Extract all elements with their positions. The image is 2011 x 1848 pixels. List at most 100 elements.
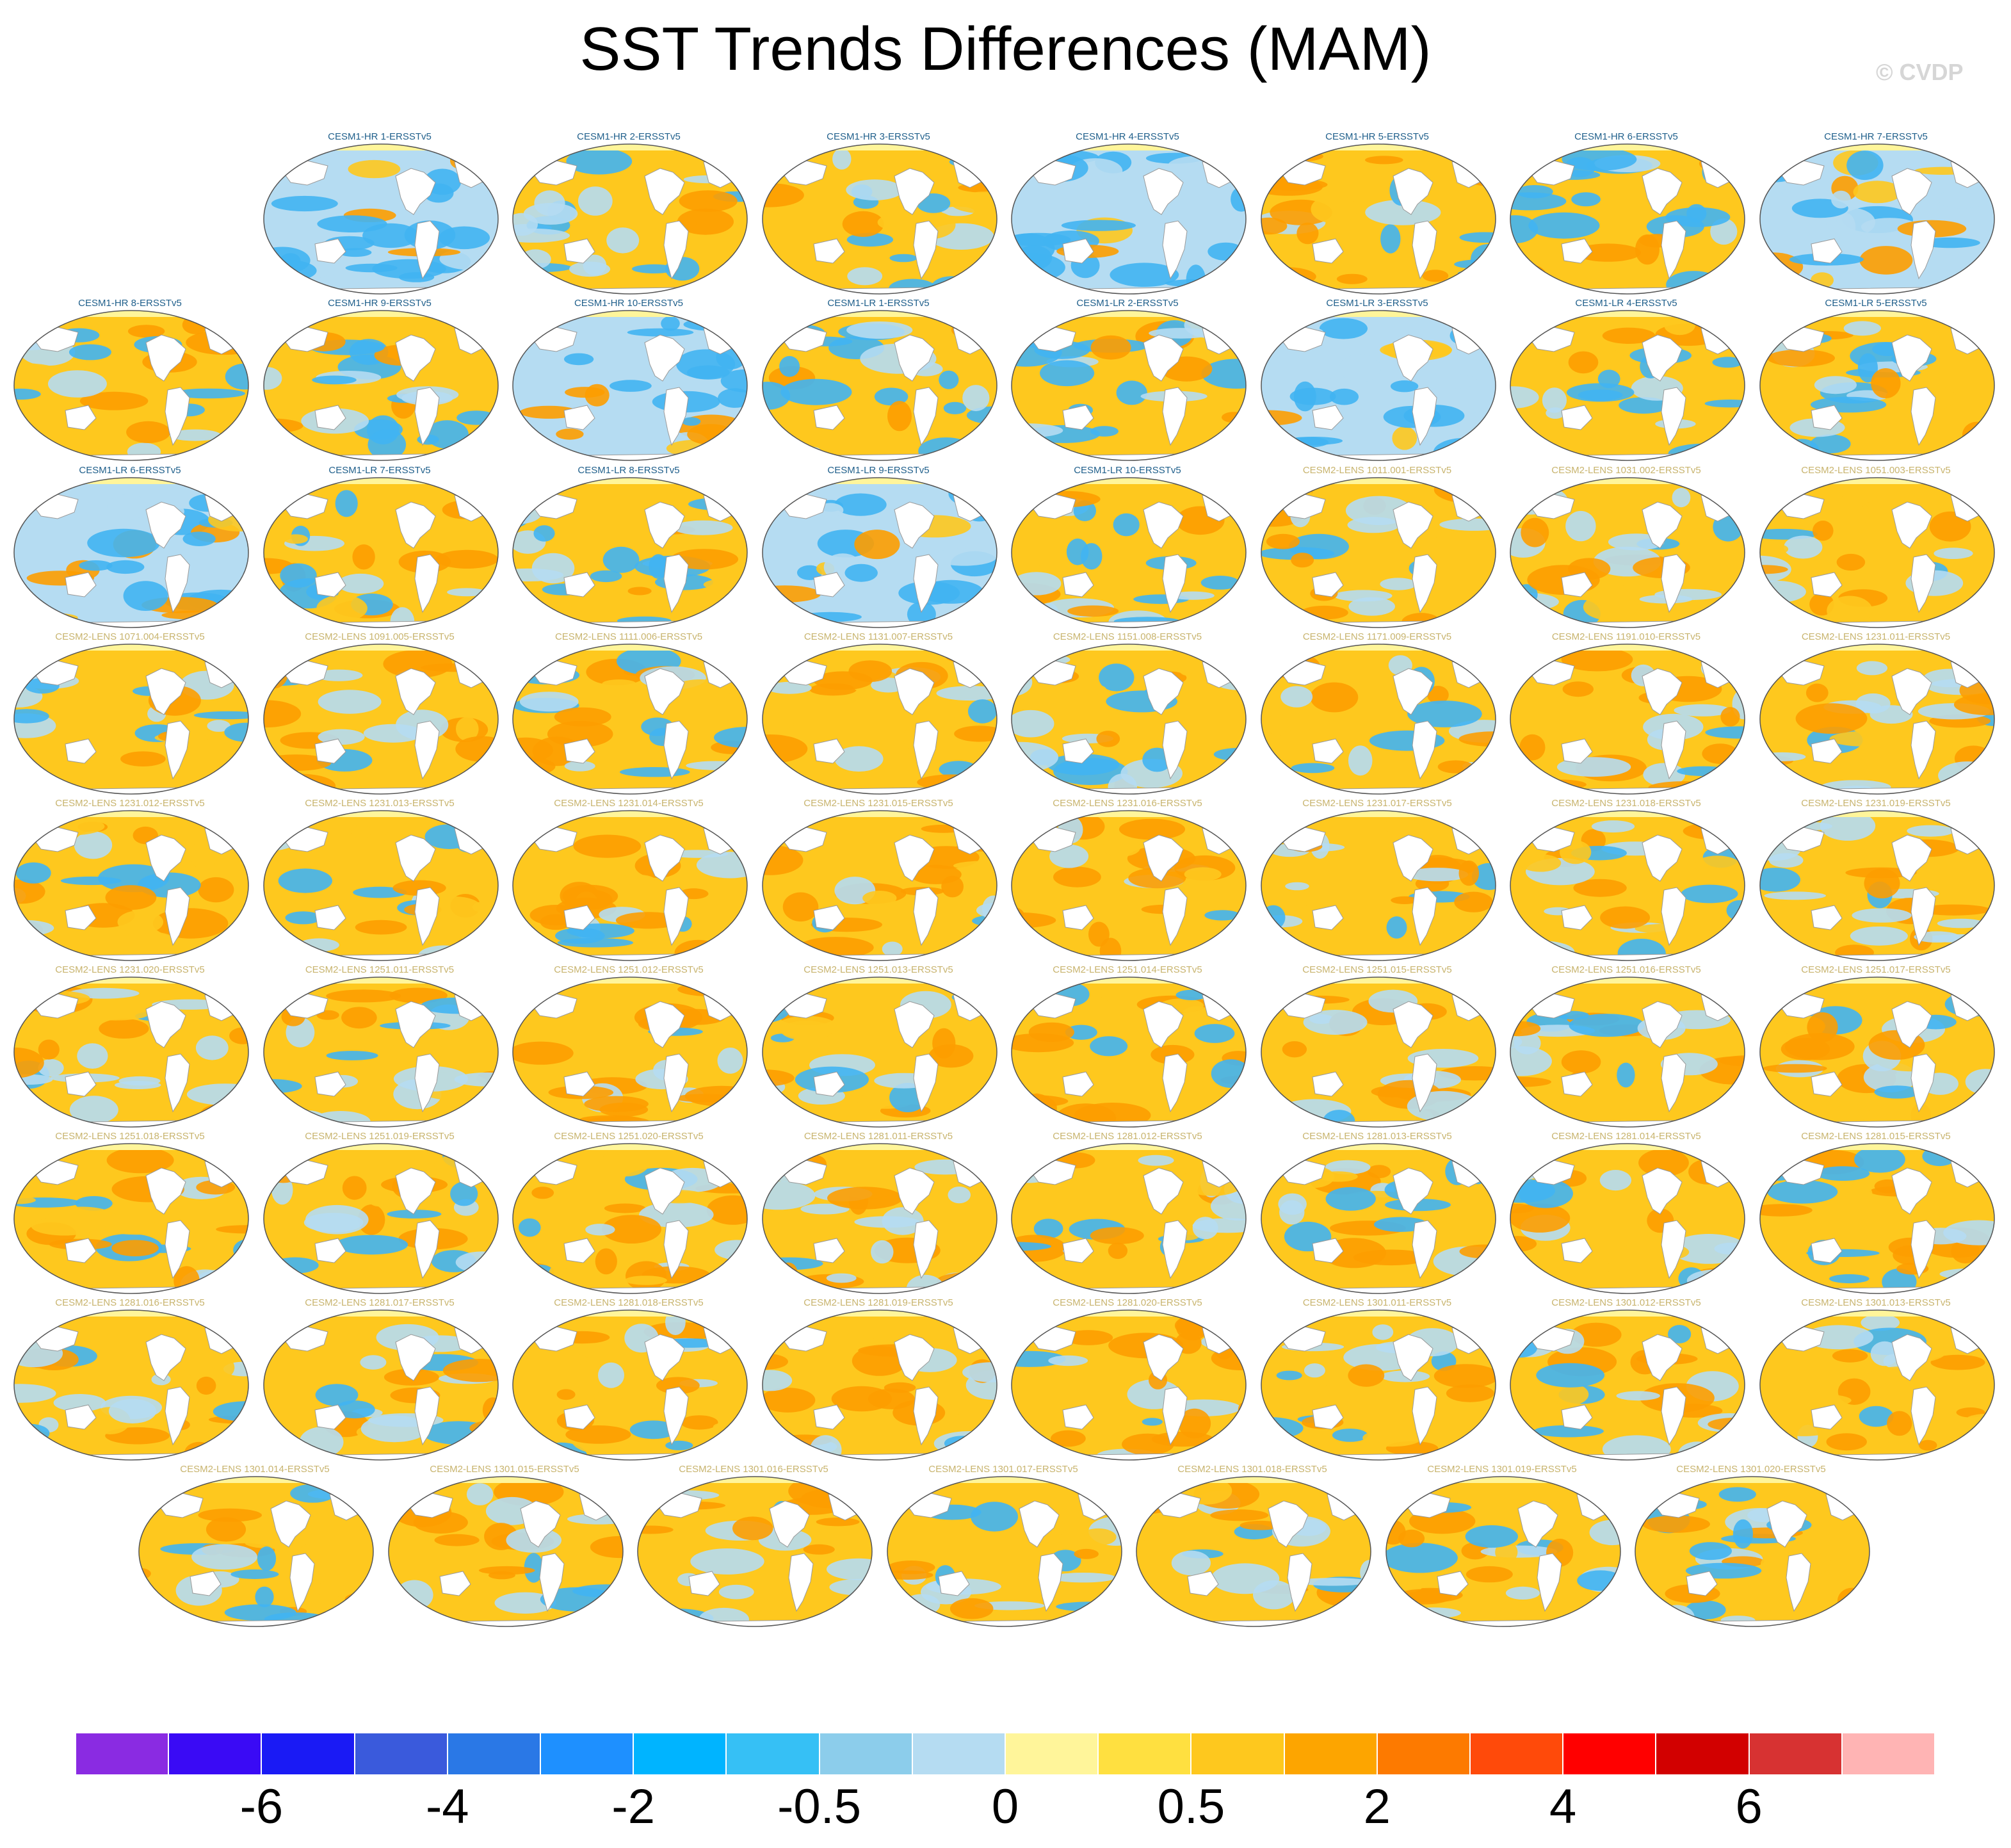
map-panel: CESM2-LENS 1281.017-ERSSTv5 <box>257 1297 502 1463</box>
landmass <box>1642 1334 1683 1381</box>
sst-anomaly-blob <box>1919 237 1980 248</box>
sst-anomaly-blob <box>714 1443 747 1452</box>
landmass <box>1143 1334 1184 1381</box>
map-panel: CESM1-LR 9-ERSSTv5 <box>756 465 1001 630</box>
map-border <box>1011 143 1247 295</box>
map-border <box>1011 1143 1247 1294</box>
sst-anomaly-blob <box>60 876 122 886</box>
sst-anomaly-blob <box>245 1537 306 1549</box>
sst-anomaly-blob <box>1763 1064 1827 1073</box>
panel-label: CESM2-LENS 1281.016-ERSSTv5 <box>55 1297 205 1308</box>
map-panel: CESM1-HR 9-ERSSTv5 <box>257 298 502 463</box>
landmass <box>1891 334 1932 382</box>
sst-anomaly-blob <box>456 772 483 794</box>
arctic-band <box>1298 311 1458 317</box>
arctic-band <box>1547 144 1708 150</box>
landmass <box>395 1167 436 1215</box>
map-panel: CESM1-LR 10-ERSSTv5 <box>1005 465 1250 630</box>
sst-anomaly-blob <box>1571 192 1601 207</box>
sst-anomaly-blob <box>800 1203 850 1215</box>
sst-map <box>263 1309 499 1461</box>
panel-label: CESM2-LENS 1231.016-ERSSTv5 <box>1053 798 1202 809</box>
landmass <box>1062 738 1094 764</box>
sst-anomaly-blob <box>610 380 652 392</box>
panel-label: CESM2-LENS 1301.011-ERSSTv5 <box>1302 1297 1452 1308</box>
sst-anomaly-blob <box>846 321 913 339</box>
sst-map <box>1759 644 1995 795</box>
colorbar-box <box>1284 1733 1377 1775</box>
sst-anomaly-blob <box>1510 1035 1522 1048</box>
landmass <box>563 738 595 764</box>
sst-anomaly-blob <box>1311 195 1358 223</box>
sst-map <box>13 644 249 795</box>
sst-anomaly-blob <box>1784 1033 1855 1060</box>
sst-anomaly-blob <box>1474 483 1496 506</box>
landmass <box>663 387 689 446</box>
landmass <box>644 168 685 215</box>
map-panel: CESM1-HR 5-ERSSTv5 <box>1255 131 1499 296</box>
sst-anomaly-blob <box>298 938 339 952</box>
map-border <box>13 1143 249 1294</box>
landmass <box>1162 1386 1188 1446</box>
arctic-band <box>51 811 211 817</box>
sst-anomaly-blob <box>339 248 372 257</box>
sst-anomaly-blob <box>1510 1203 1571 1233</box>
sst-anomaly-blob <box>690 1548 764 1575</box>
sst-anomaly-blob <box>665 1440 693 1450</box>
sst-anomaly-blob <box>887 401 912 432</box>
sst-anomaly-blob <box>519 1218 541 1237</box>
sst-anomaly-blob <box>1686 1269 1745 1292</box>
sst-anomaly-blob <box>1310 682 1359 713</box>
sst-map <box>263 477 499 628</box>
sst-anomaly-blob <box>1930 1354 1985 1370</box>
sst-anomaly-blob <box>1061 220 1136 231</box>
panel-label: CESM2-LENS 1091.005-ERSSTv5 <box>305 631 455 642</box>
landmass <box>894 1001 935 1048</box>
sst-anomaly-blob <box>224 1604 296 1621</box>
landmass <box>1143 834 1184 882</box>
arctic-band <box>550 478 710 484</box>
map-border <box>1011 977 1247 1128</box>
map-panel: CESM2-LENS 1301.015-ERSSTv5 <box>382 1464 627 1629</box>
landmass <box>563 1071 595 1097</box>
sst-anomaly-blob <box>271 1257 319 1274</box>
map-border <box>1510 310 1745 461</box>
sst-anomaly-blob <box>519 405 579 419</box>
sst-anomaly-blob <box>1063 1330 1113 1345</box>
sst-anomaly-blob <box>780 1020 832 1041</box>
sst-anomaly-blob <box>953 861 997 871</box>
arctic-band <box>1423 1477 1583 1483</box>
colorbar-tick-label: 0 <box>991 1779 1019 1834</box>
sst-anomaly-blob <box>1099 663 1135 692</box>
panel-label: CESM2-LENS 1231.020-ERSSTv5 <box>55 964 205 975</box>
sst-anomaly-blob <box>714 727 747 749</box>
sst-anomaly-blob <box>556 1389 576 1400</box>
sst-anomaly-blob <box>1568 351 1599 374</box>
sst-anomaly-blob <box>1051 1430 1086 1447</box>
sst-map <box>512 644 748 795</box>
sst-anomaly-blob <box>473 648 498 665</box>
map-panel: CESM2-LENS 1301.017-ERSSTv5 <box>881 1464 1126 1629</box>
sst-anomaly-blob <box>271 195 338 212</box>
sst-anomaly-blob <box>352 544 375 570</box>
sst-anomaly-blob <box>565 1425 631 1444</box>
sst-anomaly-blob <box>1454 891 1493 912</box>
arctic-band <box>301 1144 461 1150</box>
sst-anomaly-blob <box>661 316 680 331</box>
panel-label: CESM1-LR 2-ERSSTv5 <box>1076 298 1179 309</box>
map-border <box>887 1476 1122 1627</box>
sst-anomaly-blob <box>832 148 852 170</box>
map-panel: CESM2-LENS 1251.011-ERSSTv5 <box>257 964 502 1130</box>
landmass <box>894 168 935 215</box>
sst-anomaly-blob <box>602 546 640 573</box>
landmass <box>1393 168 1434 215</box>
arctic-band <box>1547 1144 1708 1150</box>
map-border <box>512 644 748 795</box>
sst-anomaly-blob <box>943 401 967 414</box>
sst-map <box>887 1476 1122 1627</box>
landmass <box>894 1334 935 1381</box>
map-border <box>13 810 249 961</box>
colorbar-box <box>261 1733 355 1775</box>
arctic-band <box>426 1477 586 1483</box>
sst-anomaly-blob <box>573 834 642 858</box>
